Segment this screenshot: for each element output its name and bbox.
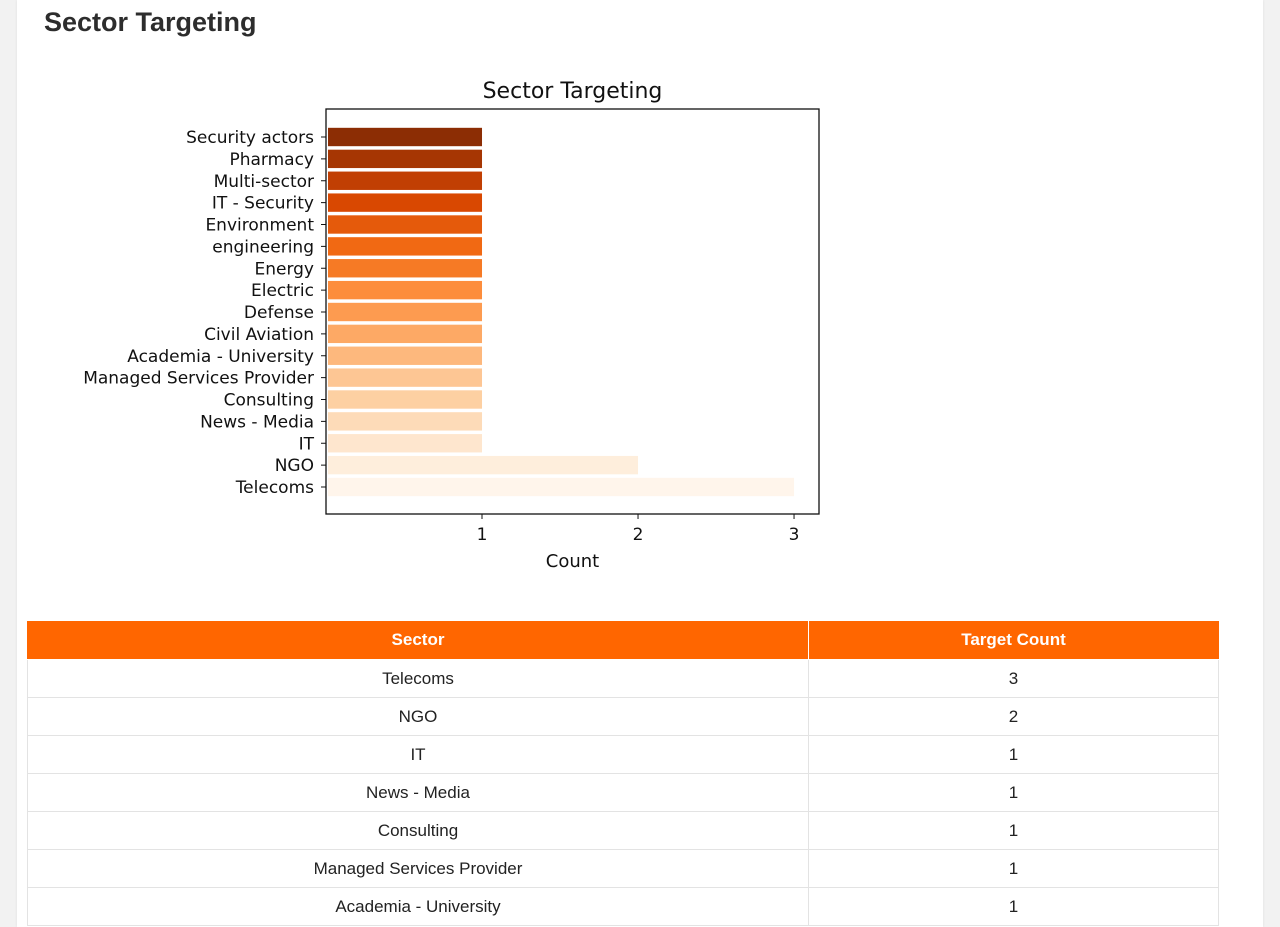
bar-multi-sector: [328, 171, 483, 190]
table-row: Managed Services Provider 1: [27, 849, 1219, 888]
table-row: NGO 2: [27, 697, 1219, 736]
bar-it: [328, 434, 483, 453]
table-row: Telecoms 3: [27, 659, 1219, 698]
cell-count: 1: [808, 887, 1219, 926]
y-tick-label: News - Media: [200, 412, 314, 432]
header-target-count[interactable]: Target Count: [808, 621, 1219, 660]
cell-count: 1: [808, 735, 1219, 774]
cell-count: 2: [808, 697, 1219, 736]
y-tick-label: engineering: [212, 237, 314, 257]
table-row: Academia - University 1: [27, 887, 1219, 926]
y-tick-label: Security actors: [186, 128, 314, 148]
y-tick-label: Defense: [244, 303, 314, 323]
bar-electric: [328, 280, 483, 300]
bar-civil-aviation: [328, 324, 483, 344]
cell-count: 1: [808, 811, 1219, 850]
plot-frame: [325, 108, 820, 515]
cell-sector: Managed Services Provider: [27, 849, 809, 888]
table-header-row: Sector Target Count: [27, 621, 1219, 660]
y-tick-label: Consulting: [224, 391, 314, 411]
y-tick-label: Electric: [251, 281, 314, 301]
bar-ngo: [328, 455, 639, 475]
y-tick-label: IT - Security: [212, 194, 314, 214]
cell-count: 1: [808, 773, 1219, 812]
x-tick-label: 1: [477, 525, 488, 545]
y-tick-label: Telecoms: [235, 478, 314, 498]
y-tick-label: Managed Services Provider: [83, 369, 314, 389]
cell-sector: NGO: [27, 697, 809, 736]
bar-academia-university: [328, 346, 483, 365]
bar-pharmacy: [328, 149, 483, 169]
x-tick-label: 2: [633, 525, 644, 545]
bar-energy: [328, 259, 483, 278]
y-tick-label: NGO: [275, 456, 314, 476]
table-row: IT 1: [27, 735, 1219, 774]
cell-count: 1: [808, 849, 1219, 888]
x-tick-label: 3: [789, 525, 800, 545]
bar-security-actors: [328, 127, 483, 147]
cell-sector: Telecoms: [27, 659, 809, 698]
bar-it-security: [328, 193, 483, 212]
cell-count: 3: [808, 659, 1219, 698]
y-tick-label: IT: [299, 434, 315, 454]
table-row: Consulting 1: [27, 811, 1219, 850]
bar-consulting: [328, 390, 483, 409]
bar-environment: [328, 215, 483, 234]
table-row: News - Media 1: [27, 773, 1219, 812]
cell-sector: Consulting: [27, 811, 809, 850]
sector-table: Sector Target Count Telecoms 3 NGO 2 IT …: [27, 621, 1219, 926]
chart-title: Sector Targeting: [483, 79, 663, 104]
cell-sector: Academia - University: [27, 887, 809, 926]
y-tick-label: Multi-sector: [214, 172, 314, 192]
header-sector[interactable]: Sector: [27, 621, 809, 660]
bar-engineering: [328, 237, 483, 256]
bar-managed-services-provider: [328, 368, 483, 387]
y-tick-label: Pharmacy: [229, 150, 314, 170]
y-tick-label: Environment: [205, 216, 314, 236]
cell-sector: News - Media: [27, 773, 809, 812]
x-axis-label: Count: [546, 551, 599, 572]
cell-sector: IT: [27, 735, 809, 774]
page-title: Sector Targeting: [44, 7, 257, 37]
bar-telecoms: [328, 477, 795, 497]
y-tick-label: Civil Aviation: [204, 325, 314, 345]
y-tick-label: Energy: [254, 259, 314, 279]
y-tick-label: Academia - University: [127, 347, 314, 367]
bar-news-media: [328, 412, 483, 431]
bar-defense: [328, 302, 483, 322]
